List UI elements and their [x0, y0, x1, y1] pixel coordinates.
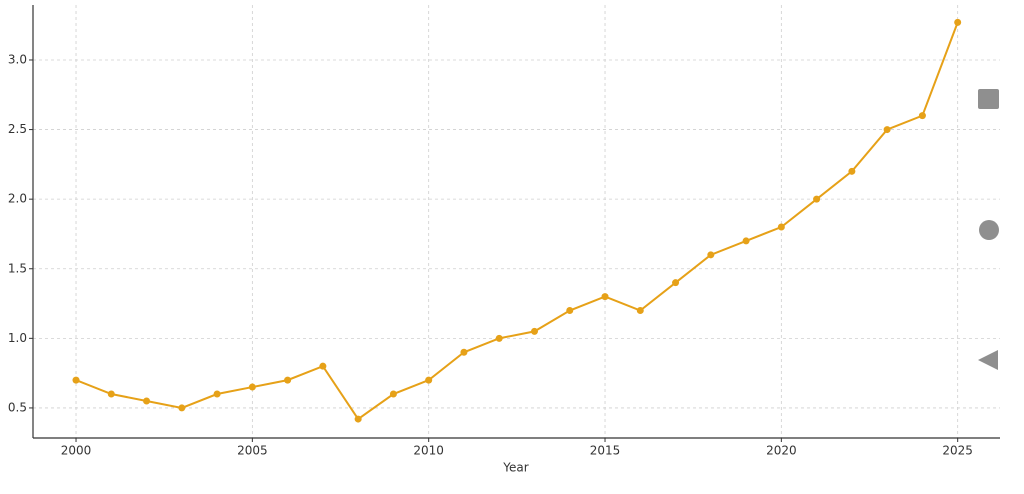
x-tick-label: 2005: [237, 444, 268, 458]
recent-apps-button[interactable]: [978, 89, 999, 109]
data-point: [883, 126, 891, 134]
data-point: [954, 18, 962, 26]
data-point: [918, 112, 926, 120]
data-point: [495, 334, 503, 342]
data-point: [354, 415, 362, 423]
x-tick-label: 2025: [942, 444, 973, 458]
data-point: [601, 293, 609, 301]
data-point: [248, 383, 256, 391]
back-button[interactable]: [978, 350, 998, 370]
home-button[interactable]: [979, 220, 999, 240]
y-tick-label: 0.5: [8, 400, 27, 414]
data-point: [530, 327, 538, 335]
data-point: [178, 404, 186, 412]
x-tick-label: 2010: [413, 444, 444, 458]
y-tick-label: 3.0: [8, 52, 27, 66]
data-point: [284, 376, 292, 384]
data-point: [777, 223, 785, 231]
y-tick-label: 1.5: [8, 261, 27, 275]
data-point: [72, 376, 80, 384]
data-point: [425, 376, 433, 384]
data-point: [672, 279, 680, 287]
data-point: [636, 307, 644, 315]
data-point: [143, 397, 151, 405]
data-point: [460, 348, 468, 356]
data-line: [75, 22, 959, 421]
data-point: [213, 390, 221, 398]
data-point: [848, 167, 856, 175]
x-tick-label: 2015: [590, 444, 621, 458]
data-point: [566, 307, 574, 315]
y-tick-label: 2.5: [8, 122, 27, 136]
plot-area: 0.5 1.0 1.5 2.0 2.5 3.0 2000 2005 2010 2015 2020 20…: [8, 5, 1000, 458]
data-point: [707, 251, 715, 259]
x-tick-label: 2020: [766, 444, 797, 458]
data-point: [389, 390, 397, 398]
y-tick-label: 1.0: [8, 331, 27, 345]
x-tick-label: 2000: [61, 444, 92, 458]
x-axis-label: Year: [502, 461, 528, 475]
data-point: [813, 195, 821, 203]
y-tick-label: 2.0: [8, 192, 27, 206]
data-point: [319, 362, 327, 370]
data-point: [107, 390, 115, 398]
data-point: [742, 237, 750, 245]
